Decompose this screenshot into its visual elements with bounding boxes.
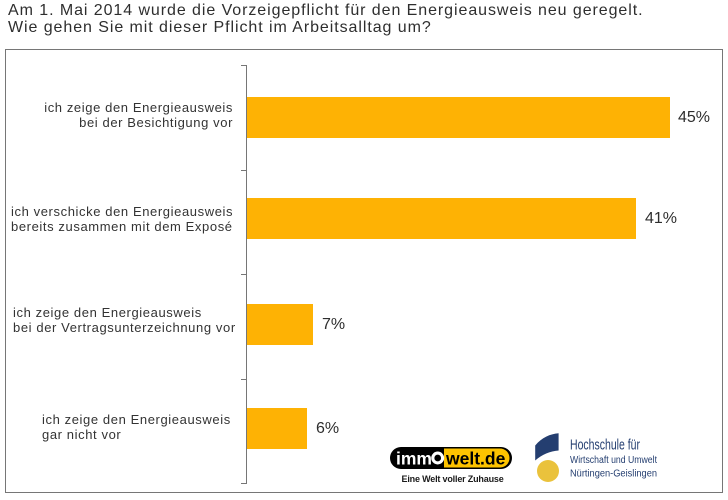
- svg-text:imm: imm: [396, 449, 432, 469]
- svg-text:Eine Welt voller Zuhause: Eine Welt voller Zuhause: [402, 474, 504, 484]
- svg-text:Wirtschaft und Umwelt: Wirtschaft und Umwelt: [570, 455, 657, 466]
- svg-text:welt.de: welt.de: [445, 449, 506, 469]
- svg-text:Nürtingen-Geislingen: Nürtingen-Geislingen: [570, 469, 657, 480]
- svg-text:Hochschule für: Hochschule für: [570, 437, 640, 453]
